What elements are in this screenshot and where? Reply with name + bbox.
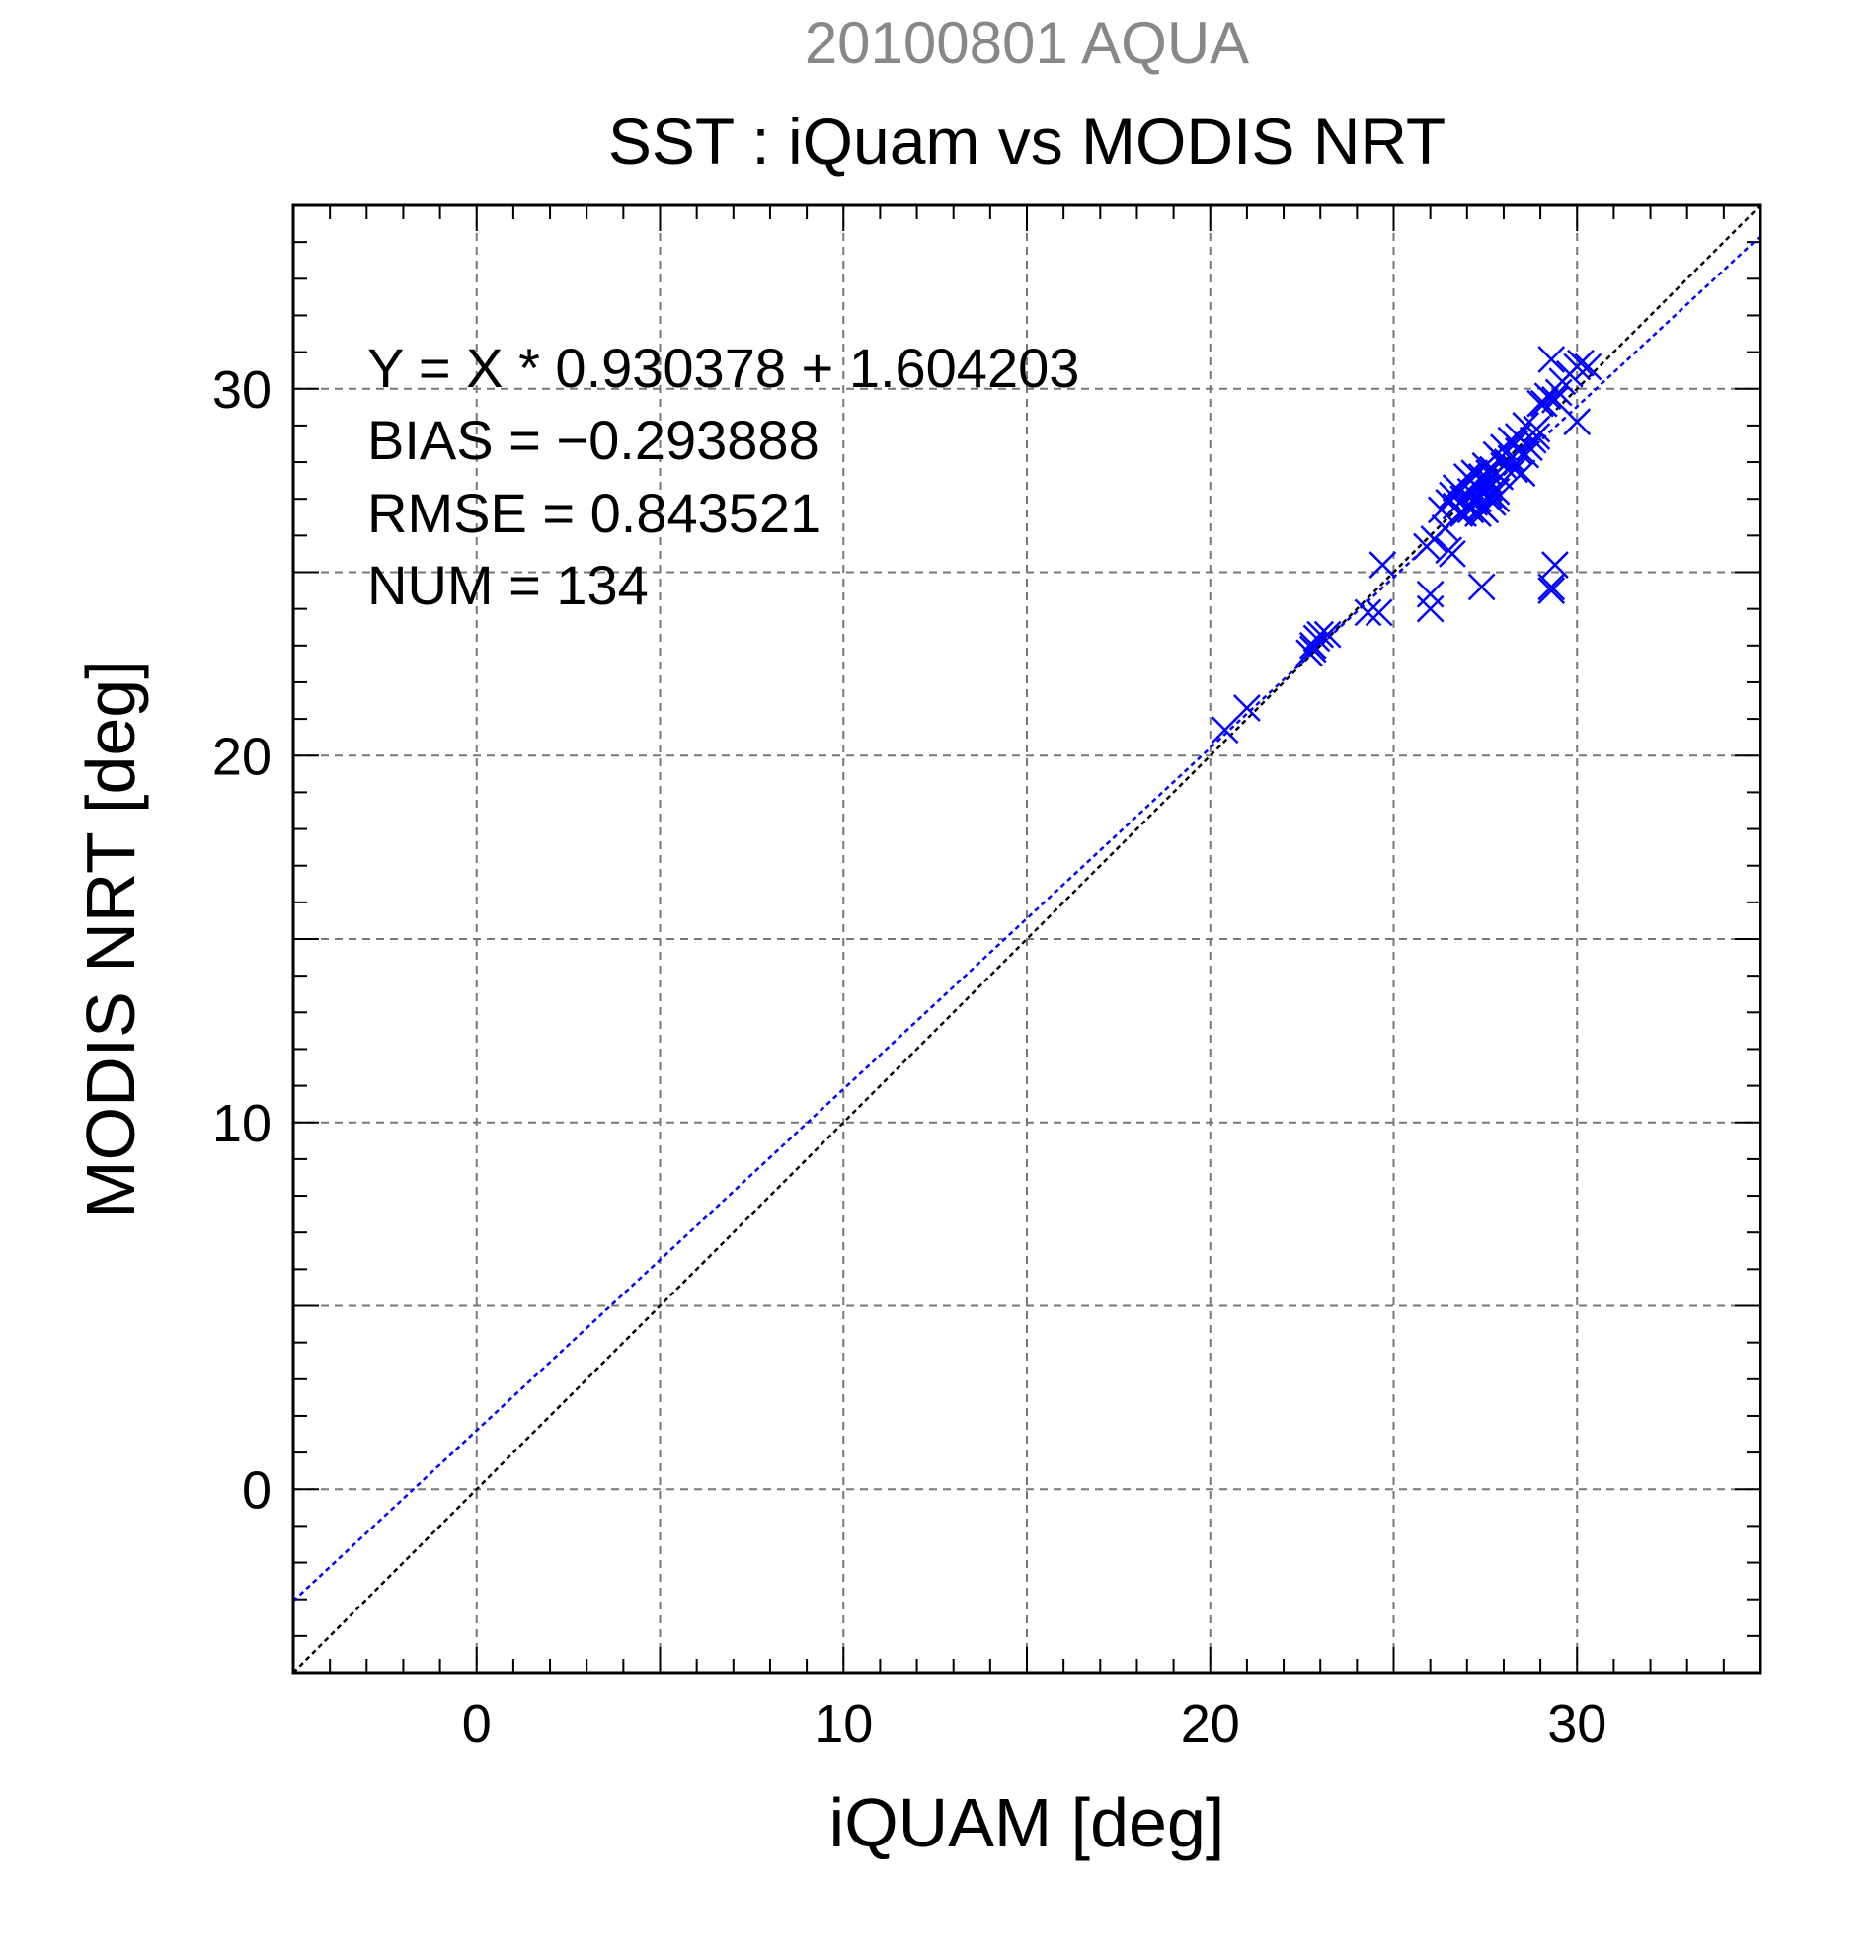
y-axis-label: MODIS NRT [deg]: [72, 660, 149, 1217]
data-point: [1211, 716, 1239, 745]
y-tick-label: 20: [212, 727, 272, 786]
data-point: [1446, 500, 1474, 527]
y-tick-label: 30: [212, 360, 272, 420]
data-point: [1365, 598, 1393, 627]
bias-annotation: BIAS = −0.293888: [367, 409, 820, 471]
x-tick-label: 10: [814, 1694, 873, 1754]
data-point: [1537, 573, 1566, 601]
data-point: [1490, 451, 1518, 480]
data-point: [1501, 430, 1528, 458]
num-annotation: NUM = 134: [367, 554, 649, 616]
data-point: [1501, 455, 1528, 484]
data-point: [1537, 346, 1566, 373]
x-axis-label: iQUAM [deg]: [829, 1784, 1225, 1861]
data-point: [1467, 477, 1496, 506]
data-point: [1563, 408, 1592, 436]
data-point: [1439, 481, 1466, 510]
data-point: [1298, 635, 1327, 664]
data-point: [1233, 694, 1261, 722]
data-point: [1567, 349, 1595, 377]
tick-labels: 0 10 20 30 0 10 20 30: [212, 360, 1606, 1754]
y-tick-label: 0: [242, 1460, 272, 1520]
grid: [293, 205, 1760, 1673]
data-point: [1529, 389, 1558, 418]
data-point: [1523, 415, 1551, 443]
data-point: [1541, 386, 1569, 414]
data-point: [1456, 496, 1485, 524]
data-point: [1439, 540, 1466, 568]
data-point: [1482, 485, 1511, 513]
data-point: [1467, 573, 1496, 601]
chart-suptitle: 20100801 AQUA: [805, 10, 1249, 76]
rmse-annotation: RMSE = 0.843521: [367, 482, 821, 544]
chart-title: SST : iQuam vs MODIS NRT: [608, 105, 1446, 178]
data-point: [1306, 620, 1335, 649]
plot-frame: [291, 203, 1762, 1675]
data-point: [1541, 551, 1569, 579]
data-point: [1508, 459, 1536, 488]
data-point: [1354, 598, 1382, 627]
data-point: [1523, 423, 1551, 450]
data-point: [1368, 551, 1397, 579]
x-tick-label: 20: [1181, 1694, 1240, 1754]
minor-ticks: [293, 205, 1760, 1673]
data-point: [1537, 577, 1566, 604]
x-tick-label: 0: [462, 1694, 492, 1754]
data-point: [1416, 580, 1445, 608]
fit-equation-annotation: Y = X * 0.930378 + 1.604203: [367, 337, 1079, 399]
data-point: [1574, 353, 1602, 381]
data-point: [1475, 459, 1503, 488]
data-point: [1416, 594, 1445, 623]
y-tick-label: 10: [212, 1094, 272, 1153]
data-point: [1544, 378, 1573, 407]
data-points: [1211, 346, 1602, 745]
x-tick-label: 30: [1547, 1694, 1606, 1754]
